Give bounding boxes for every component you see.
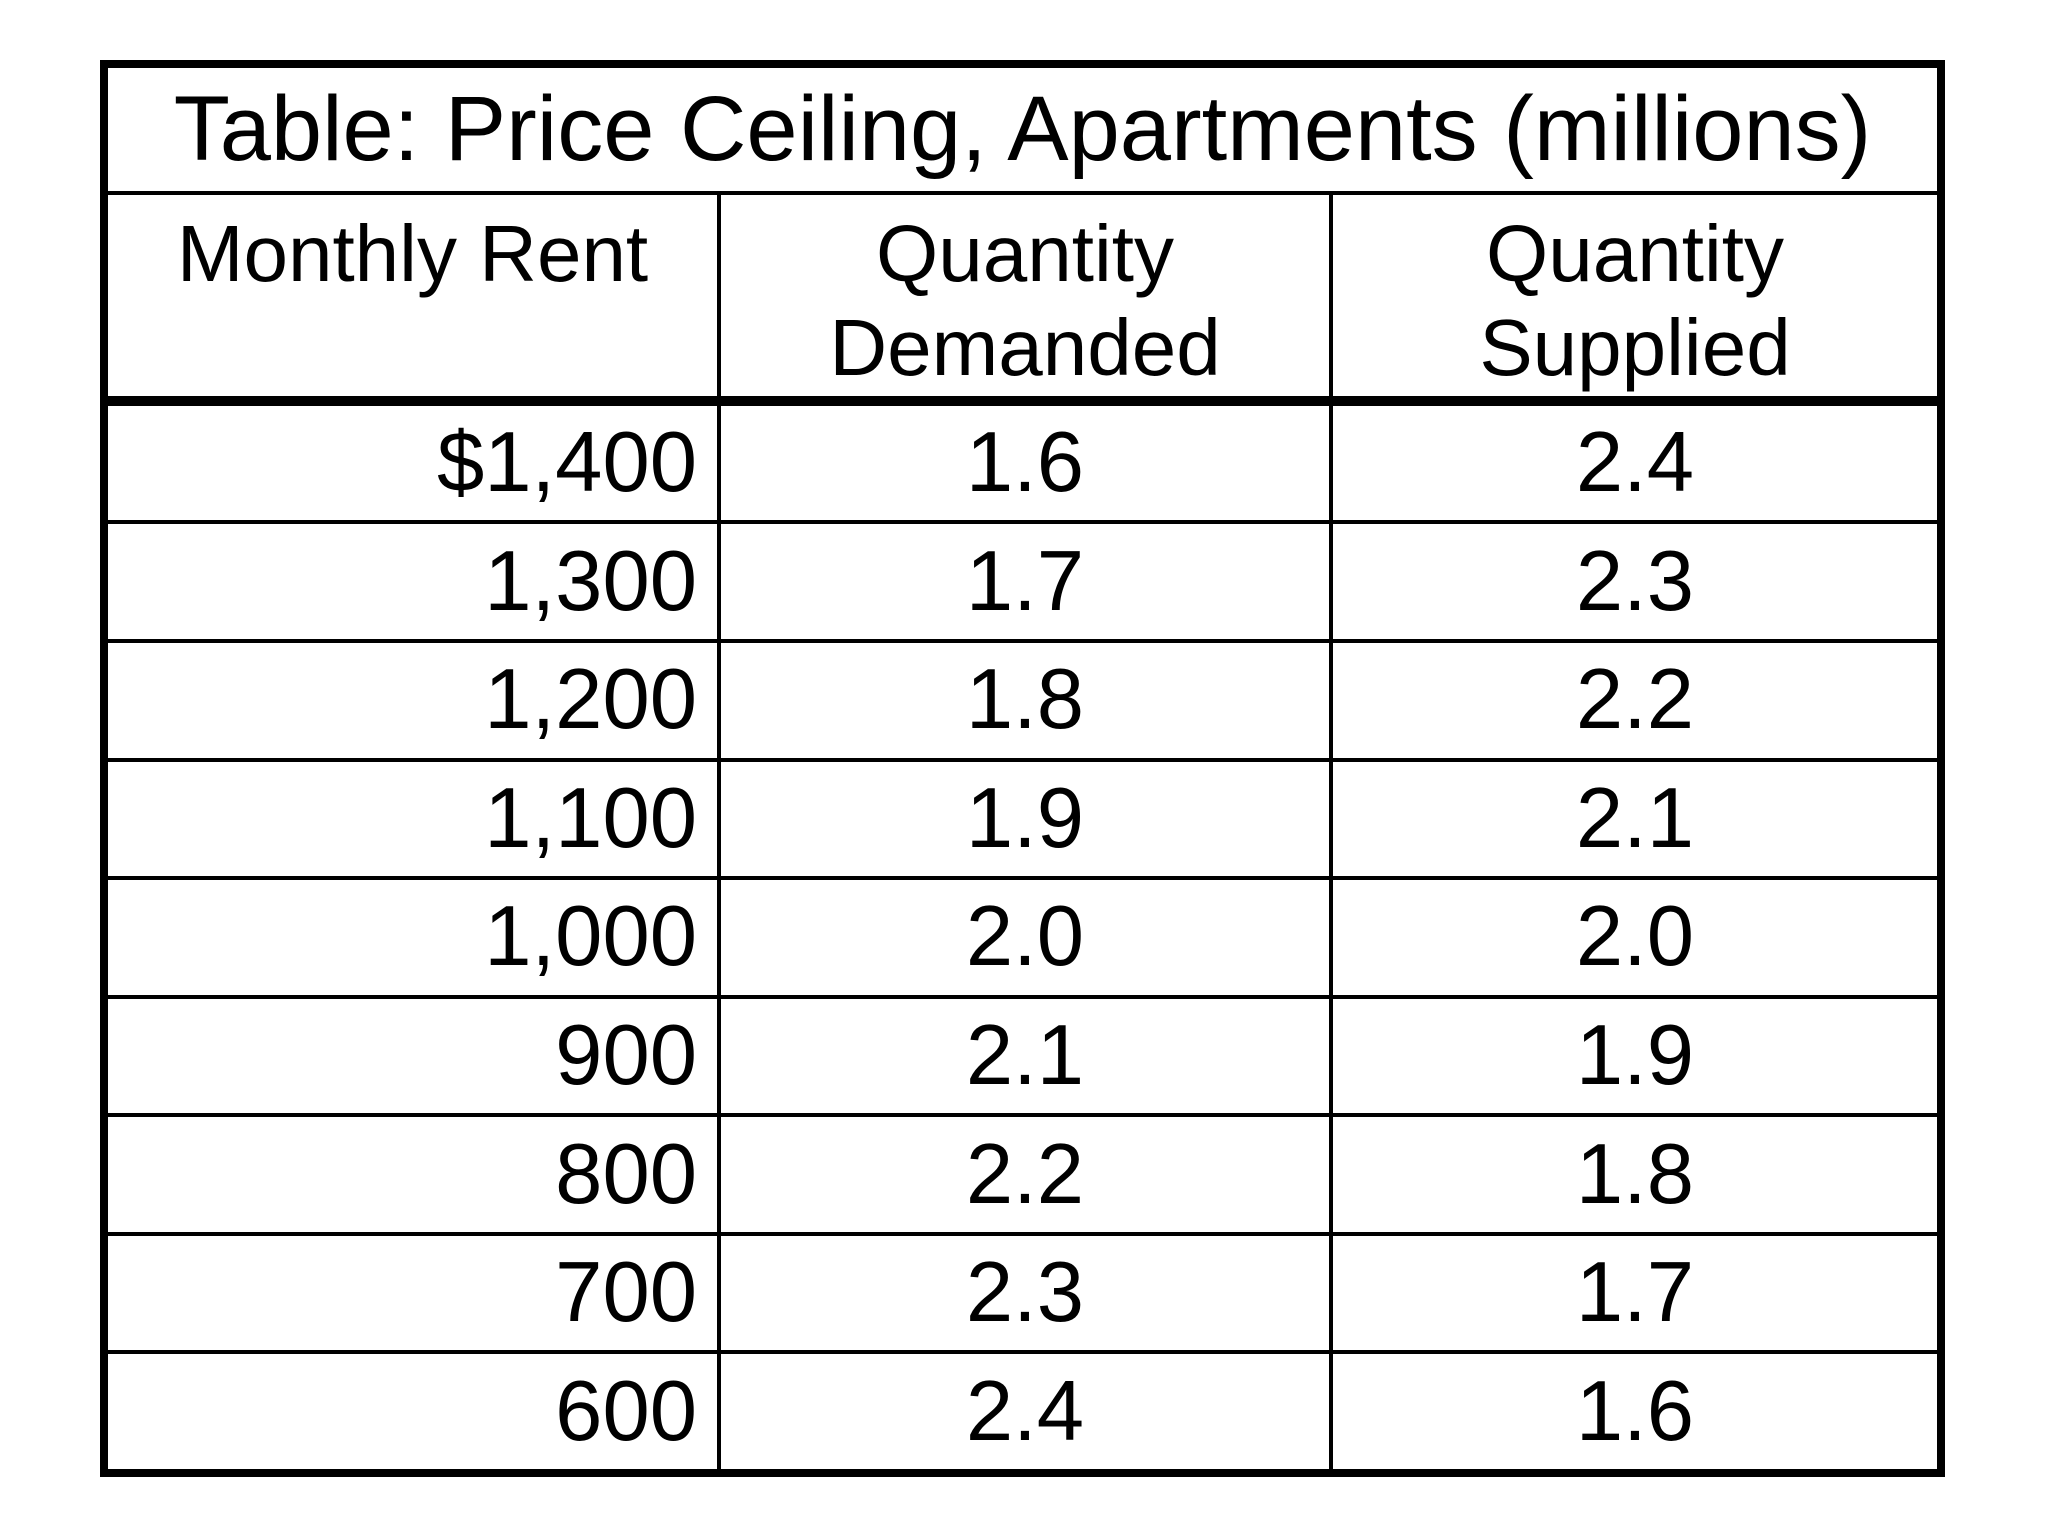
cell-quantity-demanded: 2.2: [717, 1117, 1329, 1232]
table-row: 1,100 1.9 2.1: [108, 761, 1937, 881]
cell-quantity-supplied: 2.0: [1329, 880, 1937, 995]
column-header-quantity-demanded: Quantity Demanded: [717, 195, 1329, 396]
cell-quantity-demanded: 2.0: [717, 880, 1329, 995]
cell-quantity-demanded: 1.6: [717, 405, 1329, 521]
cell-quantity-demanded: 2.1: [717, 998, 1329, 1114]
cell-rent: 1,000: [484, 889, 697, 985]
cell-quantity-supplied: 2.2: [1329, 642, 1937, 758]
table-row: 800 2.2 1.8: [108, 1117, 1937, 1236]
cell-rent: 800: [555, 1126, 697, 1222]
cell-quantity-supplied: 1.7: [1329, 1235, 1937, 1351]
table-row: 1,000 2.0 2.0: [108, 880, 1937, 999]
table-row: 1,300 1.7 2.3: [108, 524, 1937, 643]
cell-quantity-supplied: 2.3: [1329, 524, 1937, 639]
cell-rent: 600: [555, 1363, 697, 1459]
table-row: $1,400 1.6 2.4: [108, 405, 1937, 525]
cell-quantity-supplied: 1.8: [1329, 1117, 1937, 1232]
cell-rent: 900: [555, 1007, 697, 1103]
table-title: Table: Price Ceiling, Apartments (millio…: [108, 68, 1937, 195]
cell-rent: 1,300: [484, 533, 697, 629]
cell-quantity-supplied: 1.6: [1329, 1354, 1937, 1469]
column-header-quantity-supplied: Quantity Supplied: [1329, 195, 1937, 396]
table-header-row: Monthly Rent Quantity Demanded Quantity …: [108, 195, 1937, 406]
cell-quantity-demanded: 1.8: [717, 642, 1329, 758]
table-row: 600 2.4 1.6: [108, 1354, 1937, 1469]
cell-quantity-supplied: 2.4: [1329, 405, 1937, 521]
cell-quantity-demanded: 1.7: [717, 524, 1329, 639]
cell-quantity-supplied: 1.9: [1329, 998, 1937, 1114]
table-row: 900 2.1 1.9: [108, 998, 1937, 1118]
price-ceiling-table: Table: Price Ceiling, Apartments (millio…: [100, 60, 1945, 1477]
cell-quantity-supplied: 2.1: [1329, 761, 1937, 877]
cell-rent: 700: [555, 1245, 697, 1341]
cell-rent: $1,400: [437, 415, 697, 511]
cell-quantity-demanded: 2.4: [717, 1354, 1329, 1469]
table-row: 1,200 1.8 2.2: [108, 642, 1937, 762]
cell-quantity-demanded: 1.9: [717, 761, 1329, 877]
cell-rent: 1,100: [484, 770, 697, 866]
column-header-monthly-rent: Monthly Rent: [176, 209, 649, 298]
cell-rent: 1,200: [484, 652, 697, 748]
table-row: 700 2.3 1.7: [108, 1235, 1937, 1355]
cell-quantity-demanded: 2.3: [717, 1235, 1329, 1351]
